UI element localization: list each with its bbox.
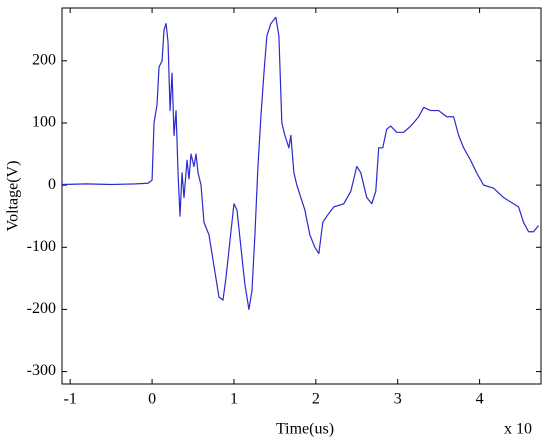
y-axis-label: Voltage(V): [5, 161, 22, 232]
y-tick-label: 200: [32, 51, 56, 68]
x-tick-label: 3: [394, 391, 402, 408]
x-tick-label: 4: [476, 391, 484, 408]
x-multiplier: x 10: [504, 421, 532, 438]
y-tick-label: -200: [27, 300, 56, 317]
x-tick-label: 1: [230, 391, 238, 408]
x-axis-label: Time(us): [276, 421, 334, 438]
y-tick-label: -300: [27, 362, 56, 379]
x-tick-label: 0: [148, 391, 156, 408]
plot-frame: [61, 7, 542, 385]
y-tick-label: -100: [27, 238, 56, 255]
data-line: [61, 16, 540, 311]
y-tick-label: 100: [32, 114, 56, 131]
y-tick-label: 0: [48, 176, 56, 193]
x-tick-label: 2: [312, 391, 320, 408]
x-tick-label: -1: [64, 391, 77, 408]
